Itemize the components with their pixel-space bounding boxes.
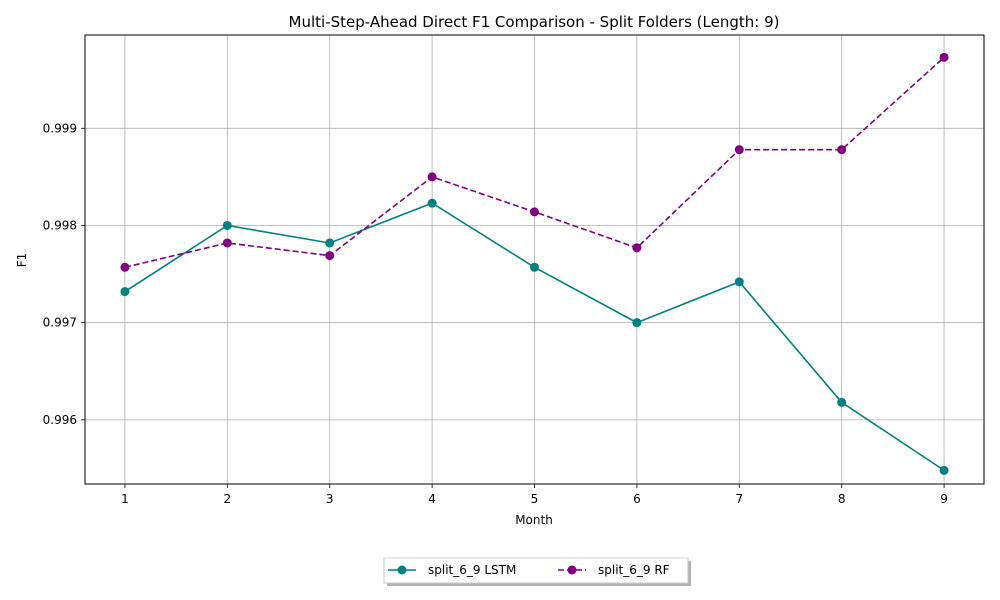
x-tick-label: 4: [428, 492, 436, 506]
x-tick-label: 3: [326, 492, 334, 506]
x-tick-label: 5: [531, 492, 539, 506]
series-layer: [120, 52, 949, 475]
legend: split_6_9 LSTM split_6_9 RF: [383, 557, 691, 586]
x-tick-label: 2: [224, 492, 232, 506]
x-axis-label: Month: [515, 513, 553, 527]
x-axis: 1 2 3 4 5 6 7 8 9: [121, 484, 948, 506]
data-point: [837, 397, 847, 407]
data-point: [120, 287, 130, 297]
data-point: [427, 172, 437, 182]
x-tick-label: 8: [838, 492, 846, 506]
data-point: [632, 318, 642, 328]
data-point: [120, 262, 130, 272]
data-point: [837, 145, 847, 155]
y-axis: 0.996 0.997 0.998 0.999: [43, 121, 85, 427]
y-tick-label: 0.998: [43, 218, 77, 232]
x-tick-label: 9: [940, 492, 948, 506]
data-point: [325, 238, 335, 248]
data-point: [632, 243, 642, 253]
data-point: [325, 251, 335, 261]
data-point: [427, 198, 437, 208]
x-tick-label: 1: [121, 492, 129, 506]
data-point: [939, 52, 949, 62]
grid: [85, 35, 984, 484]
legend-label: split_6_9 LSTM: [428, 563, 516, 577]
legend-marker: [567, 565, 577, 575]
data-point: [222, 238, 232, 248]
data-point: [939, 465, 949, 475]
data-point: [222, 220, 232, 230]
series-2: [120, 52, 949, 272]
y-tick-label: 0.997: [43, 316, 77, 330]
data-point: [530, 207, 539, 217]
legend-entry: split_6_9 LSTM: [388, 563, 516, 577]
chart-title: Multi-Step-Ahead Direct F1 Comparison - …: [289, 13, 780, 31]
legend-entry: split_6_9 RF: [558, 563, 670, 577]
x-tick-label: 7: [735, 492, 743, 506]
y-tick-label: 0.996: [43, 413, 77, 427]
legend-box: [383, 557, 689, 584]
legend-label: split_6_9 RF: [598, 563, 670, 577]
series-1: [120, 198, 949, 475]
data-point: [734, 277, 744, 287]
data-point: [734, 145, 744, 155]
y-tick-label: 0.999: [43, 121, 77, 135]
data-point: [530, 262, 539, 272]
x-tick-label: 6: [633, 492, 641, 506]
y-axis-label: F1: [15, 253, 29, 268]
legend-marker: [397, 565, 407, 575]
